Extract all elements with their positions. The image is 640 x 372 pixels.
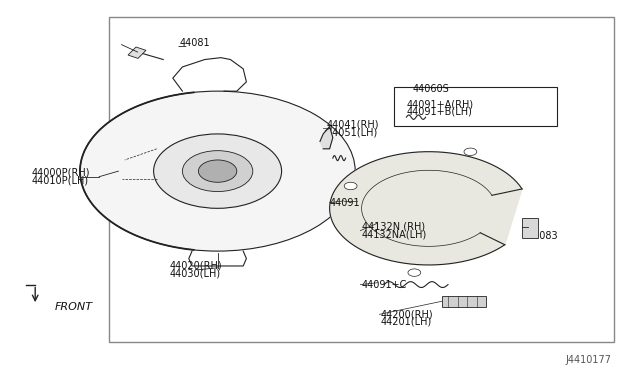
Bar — [394, 87, 557, 126]
Text: 44051(LH): 44051(LH) — [326, 127, 378, 137]
Bar — [109, 17, 614, 342]
Circle shape — [154, 134, 282, 208]
Circle shape — [182, 151, 253, 192]
Circle shape — [408, 269, 420, 276]
Text: J4410177: J4410177 — [565, 355, 611, 365]
Text: 44060S: 44060S — [413, 84, 449, 94]
Text: 44020(RH): 44020(RH) — [170, 261, 222, 271]
Text: 44201(LH): 44201(LH) — [381, 317, 432, 327]
Text: 44010P(LH): 44010P(LH) — [32, 176, 89, 185]
Text: 44132NA(LH): 44132NA(LH) — [362, 230, 427, 239]
Text: 44091+B(LH): 44091+B(LH) — [406, 107, 472, 116]
Text: 44081: 44081 — [179, 38, 210, 48]
Bar — [522, 218, 538, 238]
Polygon shape — [320, 126, 333, 149]
Text: 44132N (RH): 44132N (RH) — [362, 222, 425, 232]
Text: 44000P(RH): 44000P(RH) — [32, 168, 90, 178]
Text: 44083: 44083 — [528, 231, 559, 241]
Text: 44091+C: 44091+C — [362, 280, 407, 289]
Text: 44091: 44091 — [330, 198, 360, 208]
Bar — [442, 296, 486, 307]
Circle shape — [198, 160, 237, 182]
Text: 44200(RH): 44200(RH) — [381, 310, 433, 319]
Text: FRONT: FRONT — [54, 302, 92, 312]
Circle shape — [464, 148, 477, 155]
Text: 44041(RH): 44041(RH) — [326, 120, 379, 129]
Text: 44091+A(RH): 44091+A(RH) — [406, 99, 474, 109]
Polygon shape — [330, 152, 522, 265]
Circle shape — [344, 182, 357, 190]
Text: 44030(LH): 44030(LH) — [170, 269, 221, 278]
Bar — [128, 47, 146, 58]
Circle shape — [80, 91, 355, 251]
